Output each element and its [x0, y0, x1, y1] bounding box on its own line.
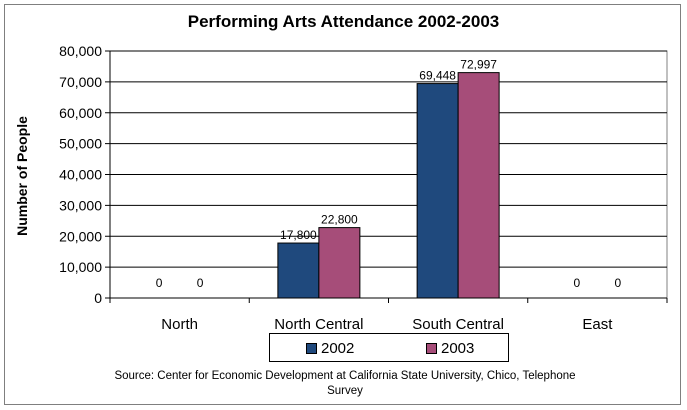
legend-item-2003: 2003 — [426, 340, 474, 357]
data-label-2002: 0 — [156, 276, 163, 290]
y-tick-label: 0 — [94, 290, 102, 306]
data-label-2003: 0 — [615, 276, 622, 290]
x-category-label: East — [582, 316, 613, 333]
legend-label-2003: 2003 — [441, 340, 475, 357]
source-note: Source: Center for Economic Development … — [114, 370, 576, 397]
y-tick-label: 30,000 — [59, 197, 102, 213]
y-tick-label: 60,000 — [59, 105, 102, 121]
x-category-label: North — [161, 316, 198, 333]
data-label-2002: 17,800 — [280, 228, 317, 242]
chart-title: Performing Arts Attendance 2002-2003 — [187, 12, 500, 31]
legend-swatch-2002 — [306, 343, 317, 354]
bar-2003 — [457, 72, 500, 299]
data-label-2002: 0 — [574, 276, 581, 290]
data-label-2003: 22,800 — [321, 213, 358, 227]
y-tick-label: 80,000 — [59, 43, 102, 59]
data-label-2003: 72,997 — [460, 58, 497, 72]
y-tick-label: 10,000 — [59, 259, 102, 275]
x-category-label: South Central — [412, 316, 504, 333]
data-label-2002: 69,448 — [419, 69, 456, 83]
legend-item-2002: 2002 — [306, 340, 354, 357]
y-tick-label: 50,000 — [59, 136, 102, 152]
y-tick-label: 40,000 — [59, 167, 102, 183]
y-tick-label: 20,000 — [59, 228, 102, 244]
chart-legend: 2002 2003 — [269, 333, 509, 362]
bar-2002 — [416, 83, 459, 299]
bar-2002 — [277, 242, 320, 299]
bar-2003 — [318, 227, 361, 299]
legend-label-2002: 2002 — [321, 340, 355, 357]
legend-swatch-2003 — [426, 343, 437, 354]
x-category-label: North Central — [274, 316, 363, 333]
data-label-2003: 0 — [197, 276, 204, 290]
y-tick-label: 70,000 — [59, 74, 102, 90]
